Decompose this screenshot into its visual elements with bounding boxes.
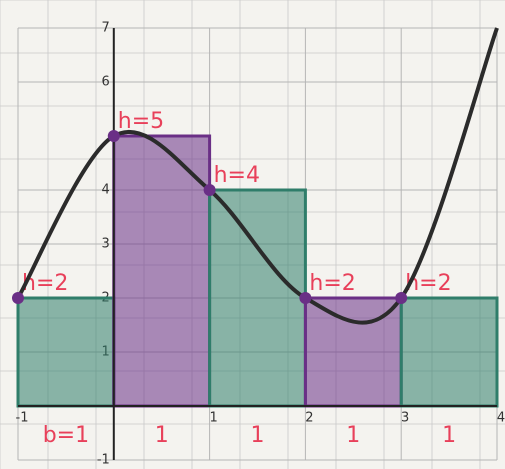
y-tick-label: -1 <box>97 453 110 468</box>
width-label: 1 <box>442 423 456 448</box>
sample-point <box>204 184 216 196</box>
y-tick-label: 6 <box>102 75 110 90</box>
sample-point <box>12 292 24 304</box>
chart: -1123467-11234h=2b=1h=51h=41h=21h=21 <box>0 0 505 469</box>
x-tick-label: 4 <box>497 411 505 426</box>
y-tick-label: 3 <box>102 237 110 252</box>
y-tick-label: 4 <box>102 183 110 198</box>
y-tick-label: 7 <box>102 21 110 36</box>
x-tick-label: -1 <box>16 411 29 426</box>
x-tick-label: 3 <box>401 411 409 426</box>
bar <box>210 190 306 406</box>
x-tick-label: 2 <box>305 411 313 426</box>
sample-point <box>395 292 407 304</box>
sample-point <box>299 292 311 304</box>
bar <box>401 298 497 406</box>
width-label: 1 <box>346 423 360 448</box>
x-tick-label: 1 <box>209 411 217 426</box>
width-label: 1 <box>155 423 169 448</box>
height-label: h=2 <box>309 271 355 296</box>
width-label: b=1 <box>43 423 89 448</box>
height-label: h=4 <box>214 163 260 188</box>
sample-point <box>108 130 120 142</box>
bar <box>18 298 114 406</box>
width-label: 1 <box>251 423 265 448</box>
